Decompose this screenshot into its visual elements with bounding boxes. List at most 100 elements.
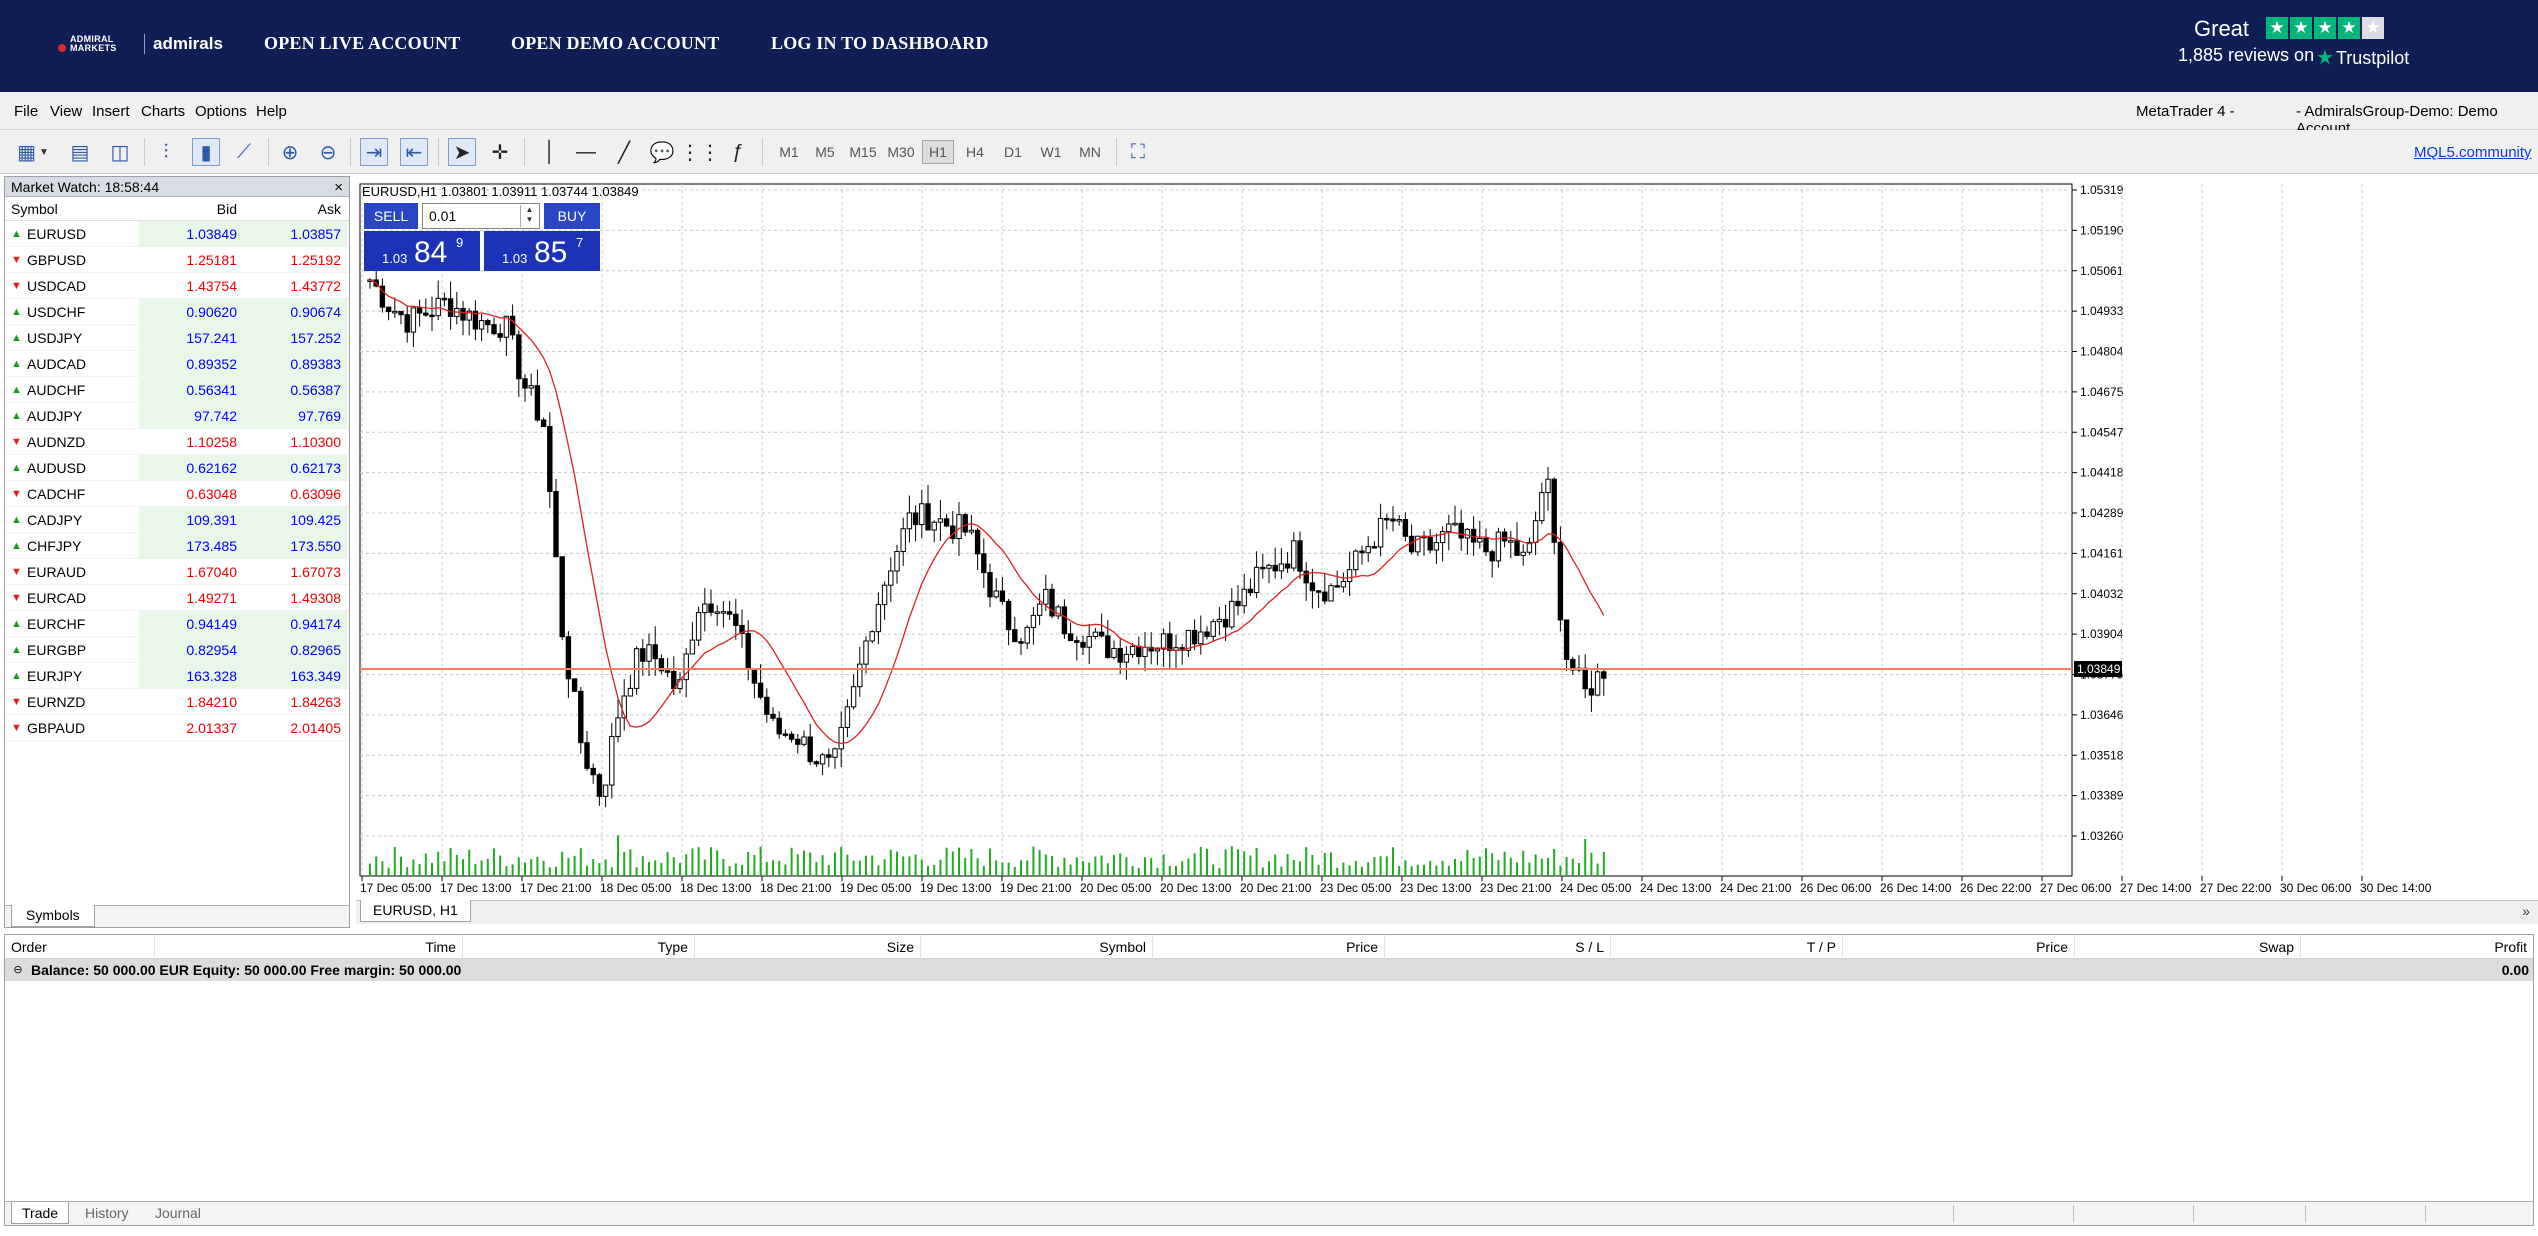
candle-body[interactable] xyxy=(739,624,745,634)
candle-body[interactable] xyxy=(981,553,987,574)
candle-body[interactable] xyxy=(925,503,931,531)
candle-body[interactable] xyxy=(720,611,727,614)
candle-body[interactable] xyxy=(751,668,758,684)
candle-body[interactable] xyxy=(1452,522,1458,526)
candle-body[interactable] xyxy=(1024,626,1030,644)
candle-body[interactable] xyxy=(1012,629,1018,643)
market-watch-row[interactable]: ▲ AUDCAD 0.89352 0.89383 xyxy=(5,350,349,377)
market-watch-row[interactable]: ▼ USDCAD 1.43754 1.43772 xyxy=(5,273,349,299)
log-in-to-dashboard-link[interactable]: LOG IN TO DASHBOARD xyxy=(771,33,989,53)
candle-body[interactable] xyxy=(1266,564,1272,569)
col-bid[interactable]: Bid xyxy=(216,200,237,217)
market-watch-row[interactable]: ▲ EURCHF 0.94149 0.94174 xyxy=(5,610,349,637)
timeframe-h1[interactable]: H1 xyxy=(922,140,954,164)
candle-body[interactable] xyxy=(447,298,454,317)
tab-history[interactable]: History xyxy=(85,1205,129,1221)
candle-body[interactable] xyxy=(1415,535,1421,553)
candle-body[interactable] xyxy=(1284,563,1291,569)
candle-body[interactable] xyxy=(857,663,863,688)
cursor-icon[interactable]: ➤ xyxy=(448,138,476,166)
candle-body[interactable] xyxy=(460,307,466,321)
candle-body[interactable] xyxy=(937,518,944,523)
candle-body[interactable] xyxy=(1123,653,1130,663)
horizontal-line-icon[interactable]: — xyxy=(576,140,596,163)
candle-body[interactable] xyxy=(801,736,807,745)
candle-body[interactable] xyxy=(1315,590,1322,593)
candle-body[interactable] xyxy=(826,754,832,758)
balance-row[interactable]: ⊖ Balance: 50 000.00 EUR Equity: 50 000.… xyxy=(5,959,2533,981)
candle-body[interactable] xyxy=(974,529,981,555)
buy-price-button[interactable]: 1.03 85 7 xyxy=(484,231,600,271)
menu-options[interactable]: Options xyxy=(195,103,247,120)
balance-collapse-icon[interactable]: ⊖ xyxy=(13,964,23,976)
close-icon[interactable]: × xyxy=(334,179,343,196)
candle-body[interactable] xyxy=(1346,569,1353,583)
candle-body[interactable] xyxy=(590,767,596,776)
candle-body[interactable] xyxy=(733,613,739,626)
candle-body[interactable] xyxy=(1105,635,1111,658)
timeframe-m1[interactable]: M1 xyxy=(779,144,799,160)
candle-body[interactable] xyxy=(1427,537,1433,551)
candle-body[interactable] xyxy=(1377,517,1384,548)
col-price[interactable]: Price xyxy=(1153,934,1385,959)
candle-body[interactable] xyxy=(1222,618,1229,628)
candle-body[interactable] xyxy=(1545,478,1551,494)
candle-body[interactable] xyxy=(888,570,894,586)
candle-body[interactable] xyxy=(1303,570,1309,584)
candle-body[interactable] xyxy=(968,529,975,533)
candle-body[interactable] xyxy=(1489,551,1495,562)
col-size[interactable]: Size xyxy=(695,934,921,959)
candle-body[interactable] xyxy=(1539,492,1545,522)
candle-body[interactable] xyxy=(1396,519,1402,522)
menu-file[interactable]: File xyxy=(14,103,39,120)
candle-body[interactable] xyxy=(999,590,1006,602)
mql5-community-link[interactable]: MQL5.community xyxy=(2414,144,2532,161)
market-watch-row[interactable]: ▲ AUDUSD 0.62162 0.62173 xyxy=(5,454,349,481)
candle-body[interactable] xyxy=(559,556,565,638)
candle-body[interactable] xyxy=(1297,540,1303,572)
candle-body[interactable] xyxy=(1136,645,1142,657)
candle-body[interactable] xyxy=(472,310,479,330)
candle-body[interactable] xyxy=(602,784,609,797)
tab-journal[interactable]: Journal xyxy=(155,1205,201,1221)
chart-window[interactable]: 1.05319 1.05190 1.05061 1.04933 1.04804 1.046… xyxy=(356,176,2538,926)
candle-body[interactable] xyxy=(528,385,534,389)
candle-body[interactable] xyxy=(1483,538,1489,553)
market-watch-row[interactable]: ▼ AUDNZD 1.10258 1.10300 xyxy=(5,429,349,455)
market-watch-row[interactable]: ▲ CADJPY 109.391 109.425 xyxy=(5,506,349,533)
crosshair-icon[interactable]: ✛ xyxy=(491,141,509,164)
candle-body[interactable] xyxy=(466,310,472,321)
candle-body[interactable] xyxy=(540,419,547,428)
market-watch-row[interactable]: ▲ EURGBP 0.82954 0.82965 xyxy=(5,636,349,663)
candle-body[interactable] xyxy=(615,717,621,738)
candle-body[interactable] xyxy=(850,686,857,708)
sell-price-button[interactable]: 1.03 84 9 xyxy=(364,231,480,271)
market-watch-row[interactable]: ▲ USDCHF 0.90620 0.90674 xyxy=(5,298,349,325)
open-demo-account-link[interactable]: OPEN DEMO ACCOUNT xyxy=(511,33,720,53)
candle-body[interactable] xyxy=(1111,647,1117,658)
market-watch-row[interactable]: ▼ GBPUSD 1.25181 1.25192 xyxy=(5,247,349,273)
zoom-out-icon[interactable]: ⊖ xyxy=(319,141,337,164)
col-ask[interactable]: Ask xyxy=(317,200,341,217)
candle-body[interactable] xyxy=(1036,603,1043,616)
candle-body[interactable] xyxy=(1160,633,1167,650)
candle-body[interactable] xyxy=(912,512,919,526)
market-watch-row[interactable]: ▲ EURJPY 163.328 163.349 xyxy=(5,662,349,689)
candle-body[interactable] xyxy=(881,584,888,606)
candle-body[interactable] xyxy=(1508,540,1514,543)
candle-body[interactable] xyxy=(1061,606,1068,635)
candle-body[interactable] xyxy=(832,748,838,758)
candle-body[interactable] xyxy=(1433,542,1440,551)
candle-body[interactable] xyxy=(1495,531,1502,562)
candle-body[interactable] xyxy=(1334,585,1340,588)
candle-body[interactable] xyxy=(1092,631,1099,637)
candle-body[interactable] xyxy=(1005,600,1012,631)
candle-body[interactable] xyxy=(1390,518,1396,522)
candle-body[interactable] xyxy=(497,333,503,338)
candle-body[interactable] xyxy=(807,736,813,763)
candle-body[interactable] xyxy=(1055,606,1061,617)
candle-body[interactable] xyxy=(956,514,962,539)
candle-body[interactable] xyxy=(522,378,528,389)
col-swap[interactable]: Swap xyxy=(2075,934,2301,959)
candle-body[interactable] xyxy=(788,733,795,740)
